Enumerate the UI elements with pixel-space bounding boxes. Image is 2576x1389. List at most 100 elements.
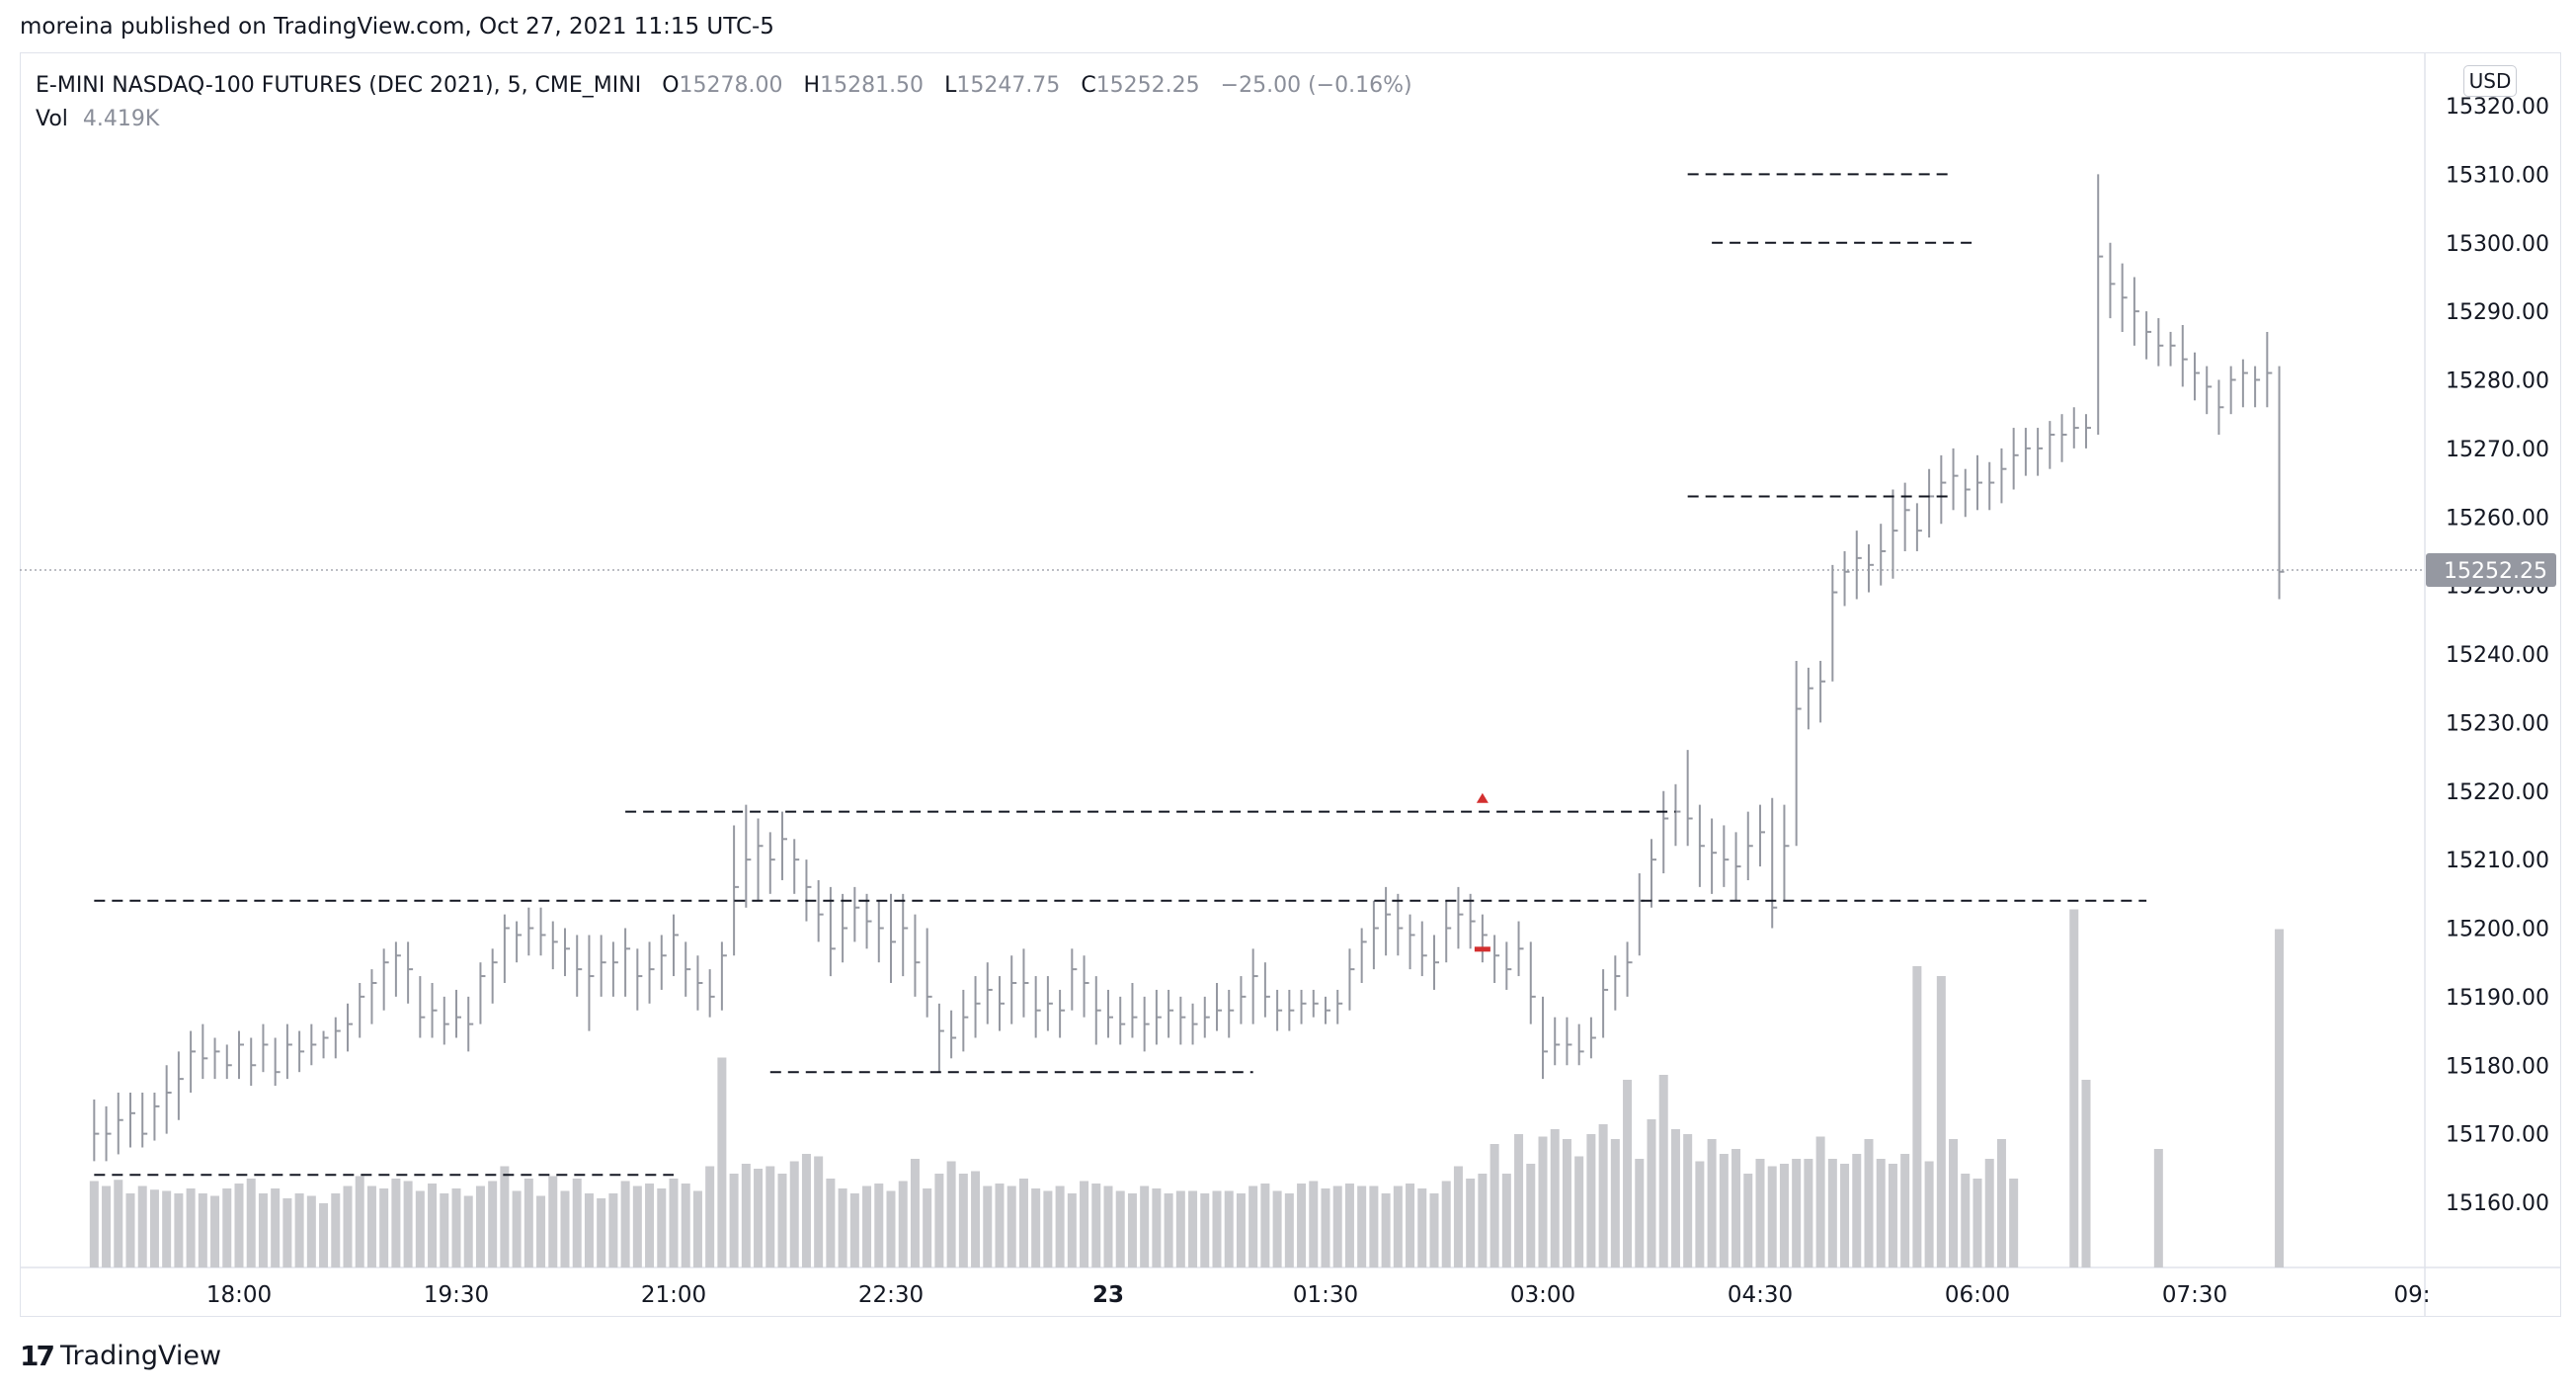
volume-bar bbox=[1393, 1185, 1403, 1267]
price-tick-label: 15290.00 bbox=[2446, 300, 2549, 325]
price-tick-label: 15260.00 bbox=[2446, 506, 2549, 531]
volume-bar bbox=[1949, 1139, 1959, 1267]
volume-bar bbox=[1900, 1154, 1910, 1267]
volume-label[interactable]: Vol bbox=[36, 107, 68, 131]
volume-bar bbox=[246, 1179, 256, 1267]
volume-bar bbox=[1478, 1174, 1488, 1267]
volume-bar bbox=[234, 1184, 244, 1267]
volume-bar bbox=[1236, 1193, 1246, 1267]
volume-bar bbox=[355, 1176, 364, 1267]
brand-footer: 17 TradingView bbox=[20, 1340, 221, 1372]
volume-bar bbox=[403, 1181, 413, 1267]
volume-bar bbox=[886, 1190, 896, 1267]
volume-bar bbox=[198, 1193, 207, 1267]
low-value: 15247.75 bbox=[956, 73, 1061, 98]
volume-bar bbox=[849, 1193, 859, 1267]
time-tick-label: 07:30 bbox=[2162, 1282, 2227, 1308]
volume-bar bbox=[995, 1184, 1005, 1267]
price-tick-label: 15320.00 bbox=[2446, 95, 2549, 120]
chart-pane[interactable] bbox=[20, 52, 2561, 1317]
volume-bar bbox=[1091, 1184, 1101, 1267]
time-tick-label: 01:30 bbox=[1293, 1282, 1358, 1308]
volume-bar bbox=[983, 1185, 993, 1267]
time-tick-label: 22:30 bbox=[858, 1282, 924, 1308]
volume-bar bbox=[1888, 1164, 1897, 1267]
symbol-legend: E-MINI NASDAQ-100 FUTURES (DEC 2021), 5,… bbox=[36, 69, 1412, 136]
time-tick-label: 06:00 bbox=[1945, 1282, 2010, 1308]
close-value: 15252.25 bbox=[1095, 73, 1200, 98]
volume-bar bbox=[2081, 1080, 2091, 1267]
volume-bar bbox=[1550, 1129, 1560, 1267]
price-tick-label: 15300.00 bbox=[2446, 232, 2549, 257]
volume-bar bbox=[1924, 1161, 1934, 1267]
volume-bar bbox=[415, 1190, 425, 1267]
price-tick-label: 15210.00 bbox=[2446, 849, 2549, 873]
time-tick-label: 09: bbox=[2393, 1282, 2430, 1308]
last-price-badge bbox=[2426, 553, 2556, 588]
price-tick-label: 15160.00 bbox=[2446, 1191, 2549, 1216]
volume-bar bbox=[1272, 1190, 1282, 1267]
volume-bar bbox=[1695, 1161, 1705, 1267]
open-label: O bbox=[662, 73, 680, 98]
volume-bar bbox=[838, 1188, 847, 1267]
volume-bar bbox=[632, 1185, 642, 1267]
volume-bar bbox=[1429, 1193, 1439, 1267]
volume-bar bbox=[862, 1185, 872, 1267]
volume-bar bbox=[1526, 1164, 1536, 1267]
volume-bar bbox=[294, 1193, 304, 1267]
volume-bar bbox=[391, 1179, 401, 1267]
high-label: H bbox=[803, 73, 821, 98]
volume-bar bbox=[1792, 1159, 1802, 1267]
volume-bar bbox=[1972, 1179, 1982, 1267]
volume-bar bbox=[343, 1185, 353, 1267]
volume-bar bbox=[1598, 1124, 1608, 1267]
volume-bar bbox=[657, 1188, 667, 1267]
volume-bar bbox=[1670, 1129, 1680, 1267]
volume-bar bbox=[1115, 1190, 1125, 1267]
volume-bar bbox=[258, 1193, 268, 1267]
volume-bar bbox=[898, 1181, 908, 1267]
volume-bar bbox=[572, 1179, 582, 1267]
volume-bar bbox=[306, 1195, 316, 1267]
volume-bar bbox=[1743, 1174, 1753, 1267]
volume-bar bbox=[1623, 1080, 1633, 1267]
volume-bar bbox=[765, 1166, 775, 1267]
price-tick-label: 15310.00 bbox=[2446, 163, 2549, 188]
volume-bar bbox=[1984, 1159, 1994, 1267]
volume-bar bbox=[645, 1184, 655, 1267]
time-tick-label: 21:00 bbox=[641, 1282, 706, 1308]
volume-bar bbox=[1369, 1185, 1379, 1267]
volume-bar bbox=[1996, 1139, 2006, 1267]
price-tick-label: 15220.00 bbox=[2446, 780, 2549, 805]
volume-bar bbox=[1827, 1159, 1837, 1267]
symbol-title[interactable]: E-MINI NASDAQ-100 FUTURES (DEC 2021), 5,… bbox=[36, 73, 642, 98]
volume-bar bbox=[1381, 1193, 1391, 1267]
currency-button[interactable]: USD bbox=[2463, 65, 2517, 97]
volume-bar bbox=[1297, 1184, 1307, 1267]
volume-bar bbox=[149, 1189, 159, 1267]
price-tick-label: 15200.00 bbox=[2446, 918, 2549, 942]
volume-bar bbox=[620, 1181, 630, 1267]
volume-bar bbox=[1067, 1193, 1077, 1267]
volume-bar bbox=[910, 1159, 920, 1267]
volume-bar bbox=[560, 1190, 570, 1267]
volume-bar bbox=[1864, 1139, 1874, 1267]
volume-bar bbox=[488, 1181, 498, 1267]
volume-bar bbox=[1406, 1184, 1415, 1267]
volume-bar bbox=[717, 1057, 727, 1267]
volume-bar bbox=[1152, 1188, 1162, 1267]
volume-bar bbox=[548, 1176, 558, 1267]
volume-bar bbox=[1006, 1185, 1016, 1267]
volume-bar bbox=[428, 1184, 438, 1267]
price-tick-label: 15190.00 bbox=[2446, 986, 2549, 1011]
tradingview-logo-icon: 17 bbox=[20, 1340, 55, 1372]
volume-bar bbox=[210, 1195, 220, 1267]
volume-bar bbox=[1815, 1136, 1825, 1267]
published-by-text: moreina published on TradingView.com, Oc… bbox=[20, 14, 774, 40]
volume-bar bbox=[1501, 1174, 1511, 1267]
volume-bar bbox=[536, 1195, 546, 1267]
volume-bar bbox=[2153, 1149, 2163, 1267]
time-tick-label: 23 bbox=[1092, 1282, 1124, 1308]
volume-bar bbox=[1055, 1185, 1065, 1267]
